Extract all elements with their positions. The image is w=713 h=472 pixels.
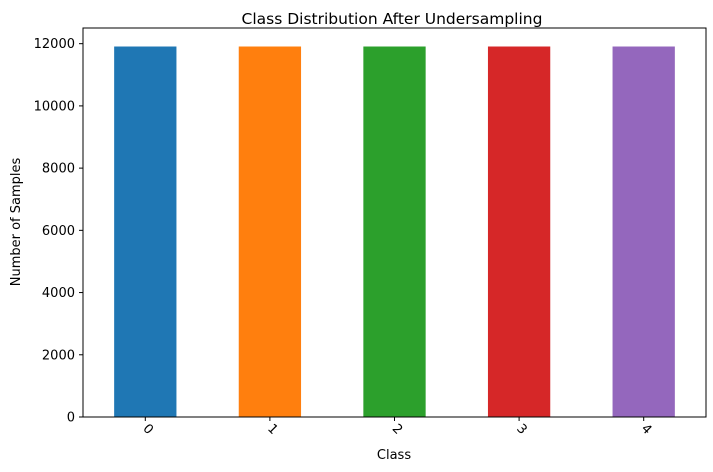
x-axis: 0 1 2 3 4 [140, 417, 654, 438]
x-tick-label: 0 [140, 421, 156, 437]
x-tick-label: 4 [638, 421, 654, 437]
y-tick-label: 8000 [42, 162, 75, 177]
bar-class-4 [612, 46, 675, 418]
y-tick-label: 4000 [42, 286, 75, 301]
y-axis-label: Number of Samples [9, 158, 24, 287]
y-tick-label: 0 [67, 411, 75, 426]
bar-class-1 [238, 46, 302, 418]
bar-class-3 [487, 46, 551, 418]
bar-class-2 [363, 46, 426, 418]
chart-title: Class Distribution After Undersampling [242, 10, 543, 28]
x-axis-label: Class [377, 448, 411, 463]
y-tick-label: 12000 [34, 37, 75, 52]
y-tick-label: 10000 [34, 99, 75, 114]
y-axis: 0 2000 4000 6000 8000 10000 12000 [34, 37, 83, 426]
x-tick-label: 1 [264, 421, 280, 437]
y-tick-label: 2000 [42, 348, 75, 363]
bars-group [114, 46, 675, 418]
y-tick-label: 6000 [42, 224, 75, 239]
bar-class-0 [114, 46, 177, 418]
x-tick-label: 3 [513, 421, 529, 437]
x-tick-label: 2 [389, 421, 405, 437]
